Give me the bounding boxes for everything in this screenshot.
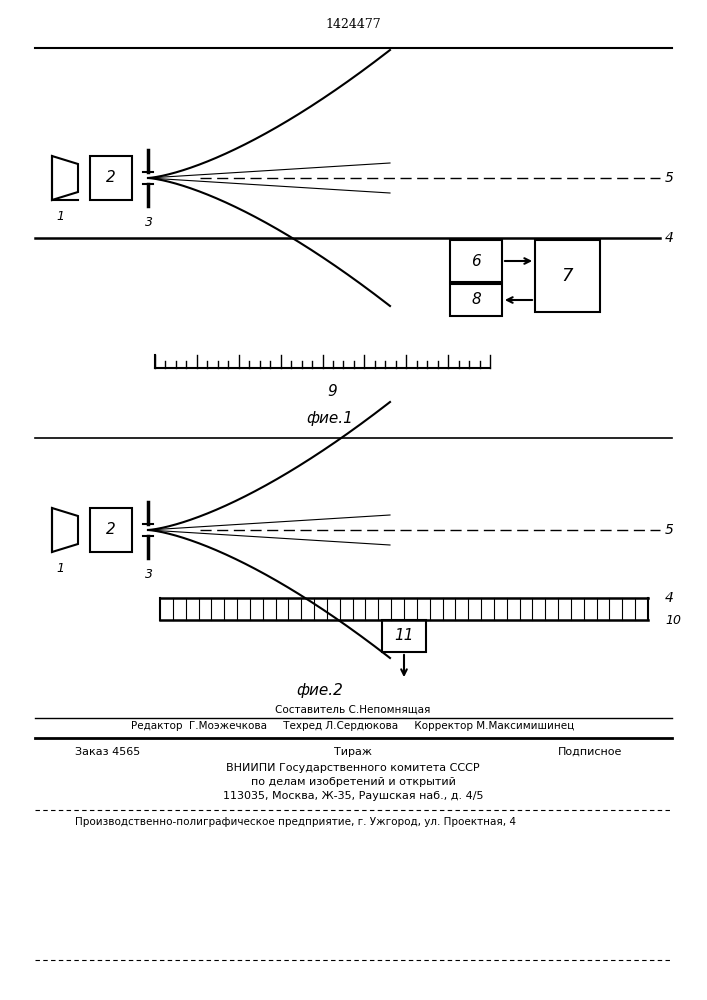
- Text: ВНИИПИ Государственного комитета СССР: ВНИИПИ Государственного комитета СССР: [226, 763, 480, 773]
- Text: фие.2: фие.2: [296, 682, 344, 698]
- Text: по делам изобретений и открытий: по делам изобретений и открытий: [250, 777, 455, 787]
- Text: 7: 7: [562, 267, 573, 285]
- Bar: [90, 156, 132, 200]
- Text: 5: 5: [665, 523, 674, 537]
- Text: Редактор  Г.Моэжечкова     Техред Л.Сердюкова     Корректор М.Максимишинец: Редактор Г.Моэжечкова Техред Л.Сердюкова…: [132, 721, 575, 731]
- Text: 9: 9: [327, 384, 337, 399]
- Text: 2: 2: [106, 170, 116, 186]
- Text: 3: 3: [145, 216, 153, 229]
- Bar: [450, 284, 502, 316]
- Bar: [90, 508, 132, 552]
- Bar: [382, 620, 426, 652]
- Text: 113035, Москва, Ж-35, Раушская наб., д. 4/5: 113035, Москва, Ж-35, Раушская наб., д. …: [223, 791, 484, 801]
- Text: 8: 8: [471, 292, 481, 308]
- Text: Заказ 4565: Заказ 4565: [75, 747, 140, 757]
- Text: 1: 1: [56, 562, 64, 575]
- Text: 6: 6: [471, 253, 481, 268]
- Text: 1: 1: [56, 210, 64, 223]
- Text: Составитель С.Непомнящая: Составитель С.Непомнящая: [275, 705, 431, 715]
- Bar: [535, 240, 600, 312]
- Text: 4: 4: [665, 591, 674, 605]
- Text: 5: 5: [665, 171, 674, 185]
- Bar: [450, 240, 502, 282]
- Text: 2: 2: [106, 522, 116, 538]
- Text: Производственно-полиграфическое предприятие, г. Ужгород, ул. Проектная, 4: Производственно-полиграфическое предприя…: [75, 817, 516, 827]
- Text: Подписное: Подписное: [558, 747, 622, 757]
- Text: 3: 3: [145, 568, 153, 581]
- Text: 1424477: 1424477: [325, 18, 381, 31]
- Text: 11: 11: [395, 629, 414, 644]
- Text: 10: 10: [665, 613, 681, 626]
- Text: Тираж: Тираж: [334, 747, 372, 757]
- Text: фие.1: фие.1: [307, 410, 354, 426]
- Text: 4: 4: [665, 231, 674, 245]
